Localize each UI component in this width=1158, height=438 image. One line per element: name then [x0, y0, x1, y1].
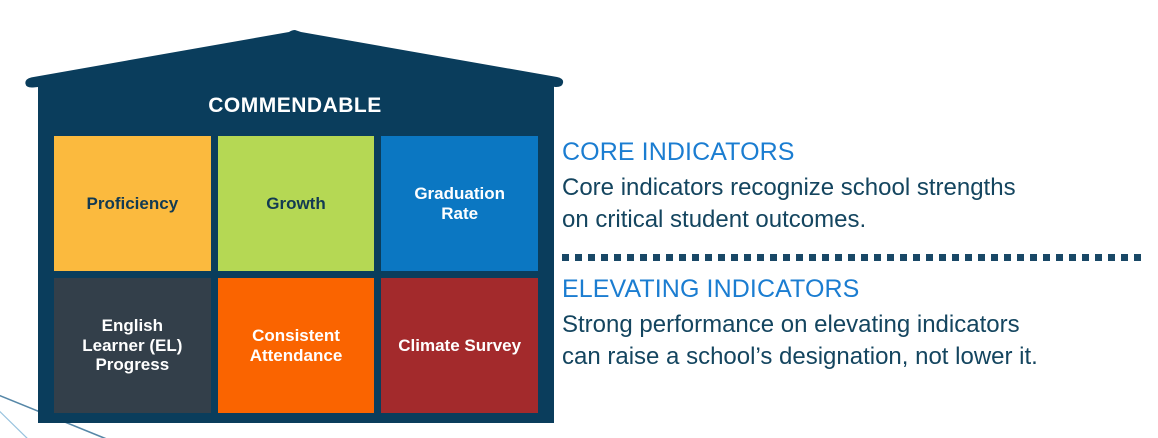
indicator-tile-english-learner-progress[interactable]: English Learner (EL) Progress	[54, 278, 211, 413]
indicator-label: Climate Survey	[398, 335, 522, 355]
elevating-indicators-heading: ELEVATING INDICATORS	[562, 275, 860, 304]
indicator-descriptions-panel: CORE INDICATORS Core indicators recogniz…	[562, 138, 1146, 373]
indicator-tile-growth[interactable]: Growth	[217, 136, 375, 271]
indicator-label: Consistent Attendance	[249, 325, 343, 365]
indicator-label: Proficiency	[86, 193, 179, 213]
elevating-indicators-section: ELEVATING INDICATORS Strong performance …	[562, 275, 1146, 373]
indicator-label: Growth	[266, 193, 326, 213]
dotted-divider	[562, 254, 1146, 262]
indicator-tile-consistent-attendance[interactable]: Consistent Attendance	[217, 278, 375, 413]
elevating-indicators-body: Strong performance on elevating indicato…	[562, 310, 1038, 370]
commendable-house: Commendable Proficiency Growth Graduatio…	[20, 22, 568, 426]
indicator-grid: Proficiency Growth Graduation Rate Engli…	[54, 136, 538, 413]
indicator-tile-graduation-rate[interactable]: Graduation Rate	[381, 136, 538, 271]
indicator-tile-climate-survey[interactable]: Climate Survey	[381, 278, 538, 413]
core-indicators-section: CORE INDICATORS Core indicators recogniz…	[562, 138, 1146, 236]
indicator-label: English Learner (EL) Progress	[82, 315, 183, 375]
house-title: Commendable	[208, 86, 382, 119]
indicator-tile-proficiency[interactable]: Proficiency	[54, 136, 211, 271]
indicator-label: Graduation Rate	[414, 183, 505, 223]
core-indicators-heading: CORE INDICATORS	[562, 138, 795, 166]
core-indicators-body: Core indicators recognize school strengt…	[562, 173, 1016, 233]
